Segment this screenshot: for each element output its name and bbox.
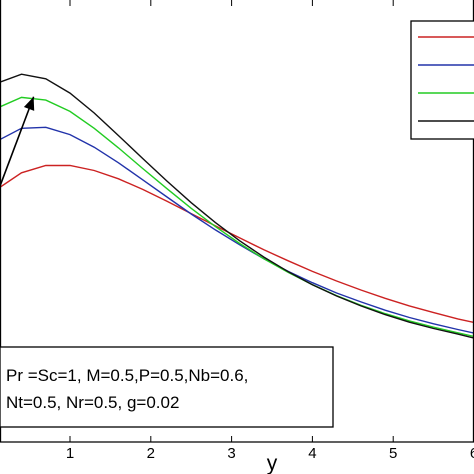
tick-group: [69, 0, 474, 442]
curve-group: [0, 73, 474, 339]
x-tick-label-3: 3: [227, 445, 235, 462]
parameter-box: Pr =Sc=1, M=0.5,P=0.5,Nb=0.6, Nt=0.5, Nr…: [0, 346, 334, 428]
trend-arrow-shaft: [0, 96, 35, 189]
x-tick-label-2: 2: [147, 445, 155, 462]
series-line-3: [0, 96, 474, 338]
legend-frame: [410, 20, 474, 140]
tick-label-group: 1 2 3 4 5 6: [66, 445, 474, 462]
parameter-line-1: Pr =Sc=1, M=0.5,P=0.5,Nb=0.6,: [6, 366, 248, 385]
x-tick-label-5: 5: [389, 445, 397, 462]
x-tick-label-1: 1: [66, 445, 74, 462]
trend-arrow-head: [23, 96, 35, 111]
series-line-2: [0, 126, 474, 334]
parameter-box-frame: [0, 346, 334, 428]
parameter-line-2: Nt=0.5, Nr=0.5, g=0.02: [6, 393, 179, 412]
series-line-1: [0, 164, 474, 324]
x-axis-label: y: [267, 452, 278, 474]
legend: [410, 20, 474, 140]
series-line-4: [0, 73, 474, 339]
x-tick-label-6: 6: [470, 445, 474, 462]
x-tick-label-4: 4: [308, 445, 316, 462]
trend-arrow: [0, 96, 35, 189]
